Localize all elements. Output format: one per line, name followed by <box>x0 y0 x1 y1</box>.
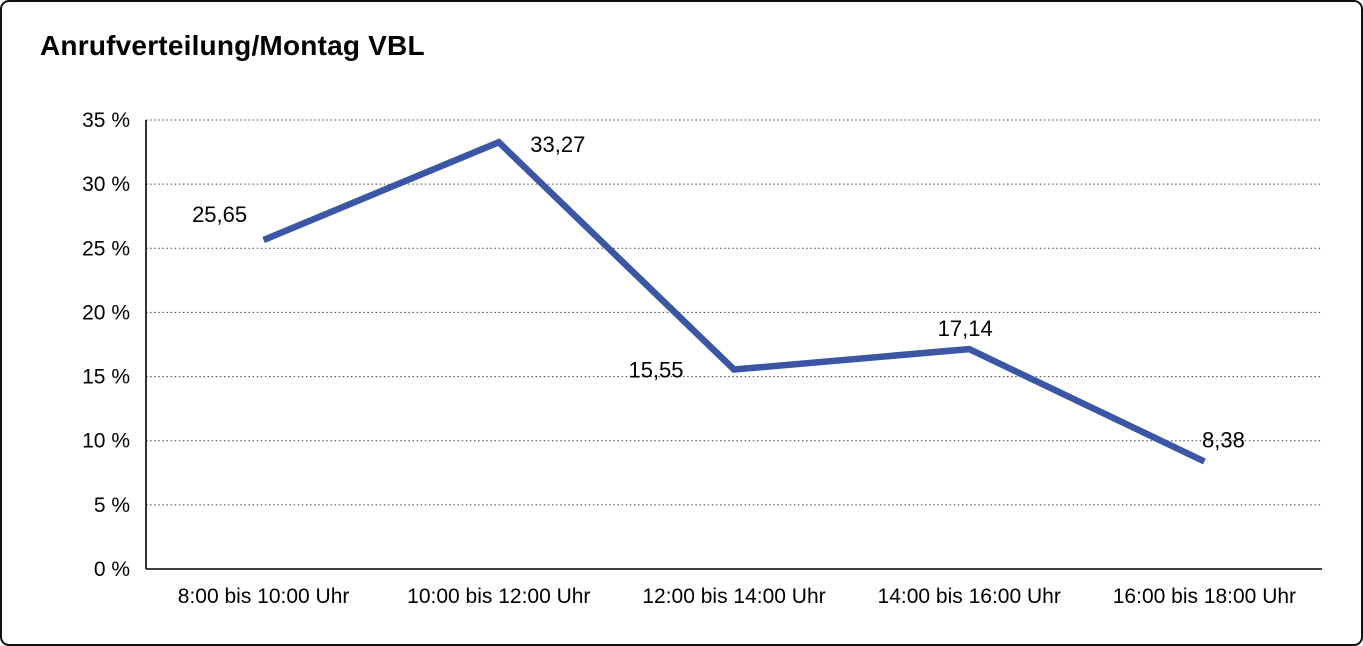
data-point-label: 8,38 <box>1202 427 1245 452</box>
y-tick-label: 20 % <box>82 301 130 324</box>
y-tick-label: 0 % <box>94 558 130 581</box>
y-tick-label: 10 % <box>82 430 130 453</box>
y-tick-label: 15 % <box>82 366 130 389</box>
data-point-label: 15,55 <box>628 358 683 383</box>
data-point-label: 33,27 <box>530 132 585 157</box>
x-tick-label: 10:00 bis 12:00 Uhr <box>407 585 590 608</box>
data-point-label: 17,14 <box>938 316 993 341</box>
chart-title: Anrufverteilung/Montag VBL <box>40 30 425 61</box>
data-line <box>262 138 1206 465</box>
x-tick-label: 14:00 bis 16:00 Uhr <box>878 585 1061 608</box>
y-tick-label: 35 % <box>82 109 130 132</box>
x-tick-label: 12:00 bis 14:00 Uhr <box>642 585 825 608</box>
x-tick-label: 8:00 bis 10:00 Uhr <box>178 585 350 608</box>
x-tick-label: 16:00 bis 18:00 Uhr <box>1113 585 1296 608</box>
y-tick-label: 30 % <box>82 173 130 196</box>
y-tick-label: 5 % <box>94 494 130 517</box>
data-point-label: 25,65 <box>192 202 247 227</box>
y-tick-label: 25 % <box>82 237 130 260</box>
